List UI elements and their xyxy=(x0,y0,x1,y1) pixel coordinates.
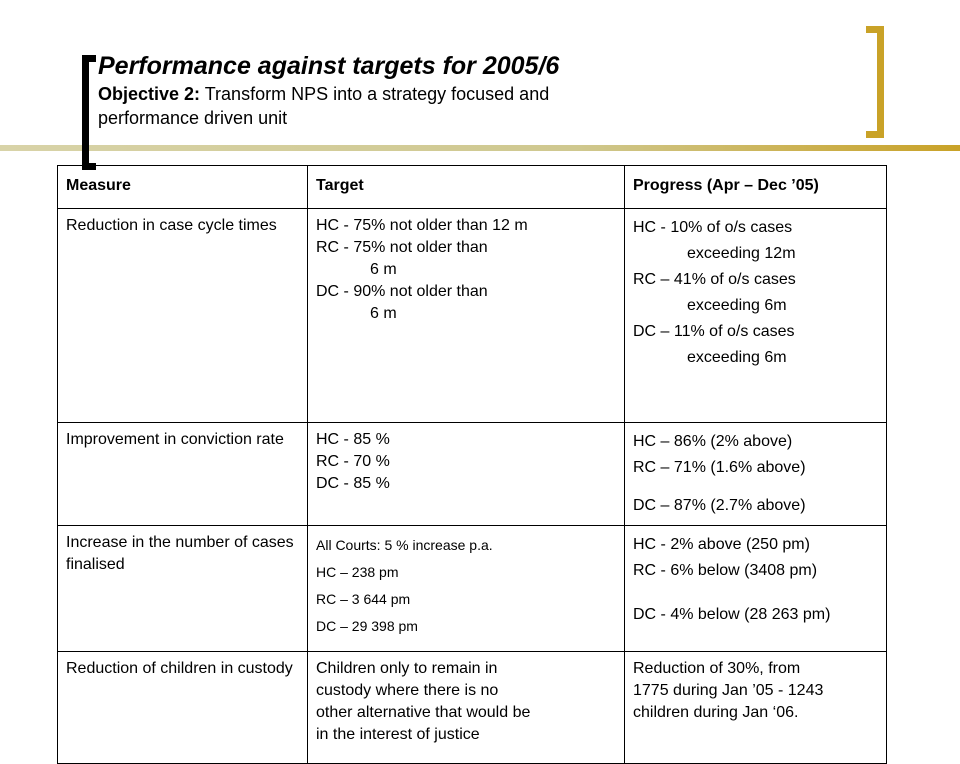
target-line: Children only to remain in xyxy=(316,660,498,677)
progress-cell: Reduction of 30%, from 1775 during Jan ’… xyxy=(624,651,887,764)
target-line: HC - 75% not older than 12 m xyxy=(316,217,528,234)
progress-line: children during Jan ‘06. xyxy=(633,704,799,721)
target-line: HC - 85 % xyxy=(316,431,390,448)
target-cell: All Courts: 5 % increase p.a. HC – 238 p… xyxy=(307,525,625,652)
table-row: Reduction in case cycle times HC - 75% n… xyxy=(57,208,887,423)
header-progress: Progress (Apr – Dec ’05) xyxy=(624,165,887,209)
progress-line: DC – 87% (2.7% above) xyxy=(633,497,806,514)
measure-cell: Reduction in case cycle times xyxy=(57,208,308,423)
progress-cell: HC - 10% of o/s cases exceeding 12m RC –… xyxy=(624,208,887,423)
table-row: Increase in the number of cases finalise… xyxy=(57,525,887,652)
target-line: All Courts: 5 % increase p.a. xyxy=(316,537,493,553)
progress-line: RC – 71% (1.6% above) xyxy=(633,459,806,476)
title-block: Performance against targets for 2005/6 O… xyxy=(98,50,858,130)
target-line: RC – 3 644 pm xyxy=(316,591,411,607)
target-line: in the interest of justice xyxy=(316,726,480,743)
measure-cell: Reduction of children in custody xyxy=(57,651,308,764)
target-line: DC – 29 398 pm xyxy=(316,618,418,634)
target-line: RC - 70 % xyxy=(316,453,390,470)
target-line: 6 m xyxy=(370,305,397,322)
header-target: Target xyxy=(307,165,625,209)
target-cell: HC - 85 % RC - 70 % DC - 85 % xyxy=(307,422,625,526)
header-measure: Measure xyxy=(57,165,308,209)
table-header-row: Measure Target Progress (Apr – Dec ’05) xyxy=(57,165,887,209)
progress-line: Reduction of 30%, from xyxy=(633,660,801,677)
target-cell: Children only to remain in custody where… xyxy=(307,651,625,764)
progress-line: HC - 10% of o/s cases xyxy=(633,219,793,236)
objective-text-line2: performance driven unit xyxy=(98,108,288,128)
progress-line: exceeding 6m xyxy=(687,349,787,366)
spacer xyxy=(633,481,878,493)
progress-cell: HC - 2% above (250 pm) RC - 6% below (34… xyxy=(624,525,887,652)
table-row: Improvement in conviction rate HC - 85 %… xyxy=(57,422,887,526)
right-bracket-decoration xyxy=(866,26,884,138)
table-row: Reduction of children in custody Childre… xyxy=(57,651,887,764)
measure-cell: Improvement in conviction rate xyxy=(57,422,308,526)
slide-title: Performance against targets for 2005/6 xyxy=(98,52,560,80)
objective-label: Objective 2: xyxy=(98,84,201,104)
spacer xyxy=(633,584,878,602)
progress-line: DC – 11% of o/s cases xyxy=(633,323,795,340)
target-line: DC - 90% not older than xyxy=(316,283,488,300)
target-line: other alternative that would be xyxy=(316,704,531,721)
progress-line: 1775 during Jan ’05 - 1243 xyxy=(633,682,824,699)
progress-line: exceeding 6m xyxy=(687,297,787,314)
measure-cell: Increase in the number of cases finalise… xyxy=(57,525,308,652)
target-line: 6 m xyxy=(370,261,397,278)
progress-line: HC - 2% above (250 pm) xyxy=(633,536,810,553)
progress-cell: HC – 86% (2% above) RC – 71% (1.6% above… xyxy=(624,422,887,526)
target-line: HC – 238 pm xyxy=(316,564,399,580)
progress-line: RC - 6% below (3408 pm) xyxy=(633,562,818,579)
left-bracket-decoration xyxy=(82,55,96,170)
progress-line: DC - 4% below (28 263 pm) xyxy=(633,606,831,623)
objective-text-line1: Transform NPS into a strategy focused an… xyxy=(200,84,550,104)
progress-line: RC – 41% of o/s cases xyxy=(633,271,796,288)
progress-line: HC – 86% (2% above) xyxy=(633,433,793,450)
target-line: DC - 85 % xyxy=(316,475,390,492)
title-rule xyxy=(0,145,960,151)
target-cell: HC - 75% not older than 12 m RC - 75% no… xyxy=(307,208,625,423)
progress-line: exceeding 12m xyxy=(687,245,796,262)
objective-subtitle: Objective 2: Transform NPS into a strate… xyxy=(98,82,858,130)
target-line: RC - 75% not older than xyxy=(316,239,488,256)
target-line: custody where there is no xyxy=(316,682,499,699)
performance-table: Measure Target Progress (Apr – Dec ’05) … xyxy=(57,165,887,764)
